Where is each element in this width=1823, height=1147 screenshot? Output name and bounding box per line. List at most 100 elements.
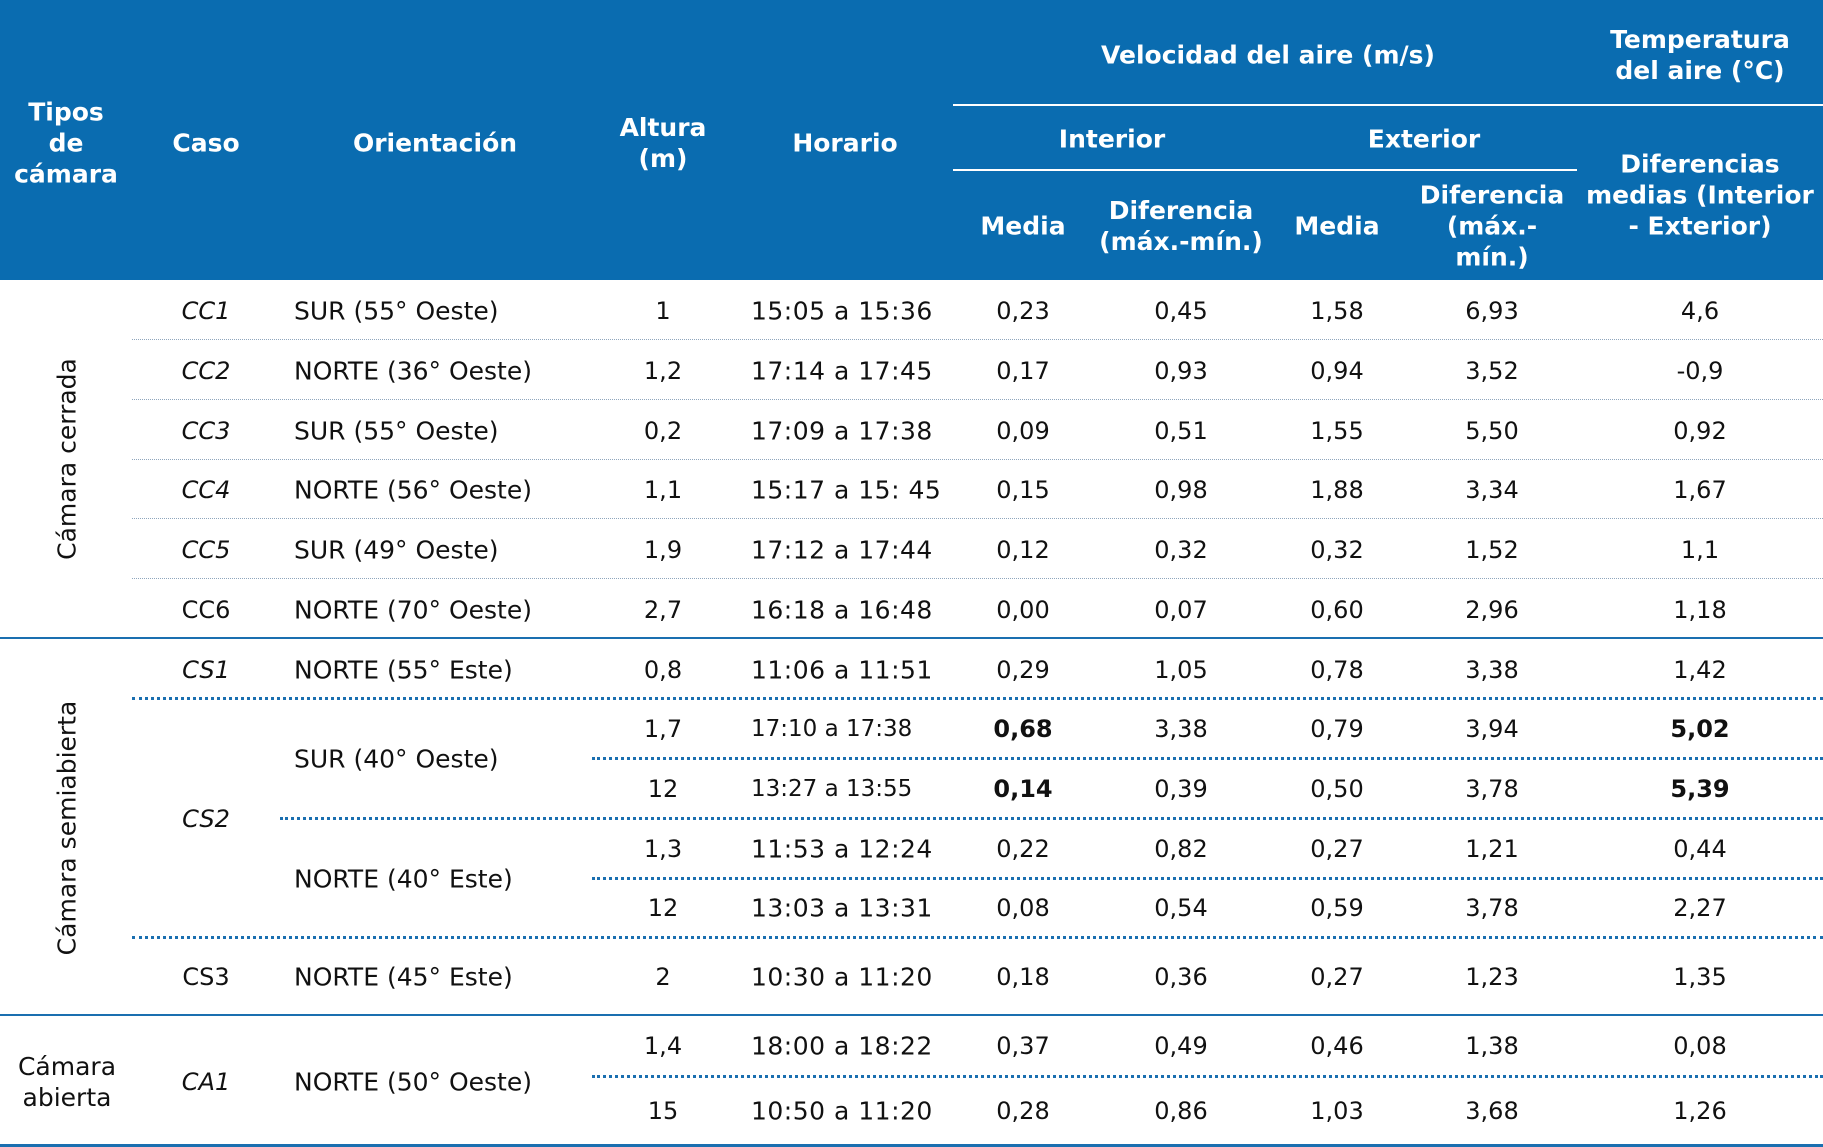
group-camara-semiabierta: Cámara semiabierta: [52, 700, 82, 956]
cell-media-exterior: 1,55: [1310, 417, 1364, 445]
cell-diferencia-exterior: 3,34: [1465, 476, 1519, 504]
cell-media-exterior: 0,59: [1310, 894, 1364, 922]
cell-diferencia-exterior: 3,38: [1465, 656, 1519, 684]
cell-diferencia-exterior: 3,78: [1465, 894, 1519, 922]
cell-media-interior: 0,18: [996, 963, 1050, 991]
cell-diferencia-exterior: 3,52: [1465, 357, 1519, 385]
header-diferencias-temperatura: Diferencias medias (Interior - Exterior): [1586, 149, 1814, 241]
cell-horario: 10:50 a 11:20: [751, 1096, 933, 1126]
cell-orientacion: SUR (55° Oeste): [294, 416, 499, 446]
cell-altura: 1,9: [643, 536, 683, 564]
row-separator: [132, 697, 1823, 700]
table-bottom-rule: [0, 1144, 1823, 1147]
cell-diferencia-interior: 1,05: [1154, 656, 1208, 684]
group-divider: [0, 1014, 1823, 1016]
cell-media-exterior: 1,03: [1310, 1097, 1364, 1125]
cell-caso: CS3: [182, 963, 230, 991]
cell-dif-temperatura: 5,02: [1670, 715, 1730, 743]
cell-orientacion: SUR (55° Oeste): [294, 296, 499, 326]
header-horario: Horario: [792, 128, 898, 158]
header-media-interior: Media: [980, 211, 1066, 241]
cell-media-exterior: 0,27: [1310, 835, 1364, 863]
cell-orientacion: SUR (40° Oeste): [294, 744, 499, 774]
row-separator: [132, 936, 1823, 939]
header-altura: Altura (m): [619, 113, 707, 173]
cell-diferencia-exterior: 1,52: [1465, 536, 1519, 564]
cell-horario: 15:17 a 15: 45: [751, 475, 942, 505]
header-velocidad: Velocidad del aire (m/s): [1101, 40, 1435, 70]
cell-caso: CA1: [181, 1068, 231, 1096]
cell-caso: CC2: [181, 357, 231, 385]
cell-media-exterior: 0,32: [1310, 536, 1364, 564]
cell-media-interior: 0,22: [996, 835, 1050, 863]
cell-caso: CC1: [181, 297, 231, 325]
cell-dif-temperatura: 1,67: [1673, 476, 1727, 504]
group-camara-cerrada: Cámara cerrada: [52, 358, 82, 560]
cell-altura: 1,7: [643, 715, 683, 743]
cell-diferencia-interior: 0,49: [1154, 1032, 1208, 1060]
cell-dif-temperatura: 0,92: [1673, 417, 1727, 445]
header-temperatura: Temperatura del aire (°C): [1610, 25, 1790, 85]
cell-media-exterior: 0,78: [1310, 656, 1364, 684]
cell-diferencia-interior: 0,32: [1154, 536, 1208, 564]
cell-diferencia-exterior: 2,96: [1465, 596, 1519, 624]
header-caso: Caso: [172, 128, 240, 158]
cell-dif-temperatura: 1,26: [1673, 1097, 1727, 1125]
header-orientacion: Orientación: [352, 128, 518, 158]
cell-horario: 18:00 a 18:22: [751, 1031, 933, 1061]
cell-altura: 15: [647, 1097, 679, 1125]
cell-horario: 17:10 a 17:38: [751, 716, 913, 742]
cell-horario: 17:14 a 17:45: [751, 356, 933, 386]
cell-diferencia-interior: 0,54: [1154, 894, 1208, 922]
cell-diferencia-interior: 0,82: [1154, 835, 1208, 863]
cell-orientacion: NORTE (40° Este): [294, 864, 513, 894]
cell-diferencia-interior: 0,51: [1154, 417, 1208, 445]
cell-diferencia-interior: 0,45: [1154, 297, 1208, 325]
cell-horario: 16:18 a 16:48: [751, 595, 933, 625]
cell-caso: CS2: [182, 805, 230, 833]
cell-media-exterior: 0,50: [1310, 775, 1364, 803]
cell-dif-temperatura: 0,08: [1673, 1032, 1727, 1060]
cell-orientacion: NORTE (45° Este): [294, 962, 513, 992]
row-separator: [132, 578, 1823, 579]
row-separator: [280, 817, 1823, 820]
cell-horario: 10:30 a 11:20: [751, 962, 933, 992]
cell-dif-temperatura: 1,35: [1673, 963, 1727, 991]
cell-dif-temperatura: 2,27: [1673, 894, 1727, 922]
cell-dif-temperatura: -0,9: [1676, 357, 1724, 385]
header-exterior: Exterior: [1367, 124, 1481, 154]
cell-horario: 13:03 a 13:31: [751, 893, 933, 923]
cell-dif-temperatura: 1,1: [1680, 536, 1720, 564]
cell-media-interior: 0,14: [993, 775, 1053, 803]
cell-altura: 1: [655, 297, 671, 325]
cell-orientacion: NORTE (70° Oeste): [294, 595, 532, 625]
cell-altura: 1,4: [643, 1032, 683, 1060]
cell-diferencia-interior: 0,36: [1154, 963, 1208, 991]
row-separator: [592, 1075, 1823, 1078]
row-separator: [132, 518, 1823, 519]
cell-altura: 1,1: [643, 476, 683, 504]
header-divider: [953, 169, 1577, 171]
cell-media-exterior: 1,88: [1310, 476, 1364, 504]
cell-horario: 17:12 a 17:44: [751, 535, 933, 565]
cell-diferencia-exterior: 1,21: [1465, 835, 1519, 863]
cell-altura: 12: [647, 775, 679, 803]
cell-media-interior: 0,08: [996, 894, 1050, 922]
cell-altura: 2: [655, 963, 671, 991]
cell-dif-temperatura: 0,44: [1673, 835, 1727, 863]
cell-media-exterior: 0,46: [1310, 1032, 1364, 1060]
cell-dif-temperatura: 5,39: [1670, 775, 1730, 803]
table-header: Tipos de cámara Caso Orientación Altura (m)…: [0, 0, 1823, 280]
cell-diferencia-interior: 3,38: [1154, 715, 1208, 743]
cell-caso: CC5: [181, 536, 231, 564]
group-divider: [0, 637, 1823, 639]
cell-altura: 1,3: [643, 835, 683, 863]
header-diferencia-interior: Diferencia (máx.-mín.): [1099, 196, 1263, 256]
cell-dif-temperatura: 1,42: [1673, 656, 1727, 684]
cell-diferencia-exterior: 3,78: [1465, 775, 1519, 803]
cell-media-interior: 0,17: [996, 357, 1050, 385]
cell-diferencia-exterior: 1,23: [1465, 963, 1519, 991]
cell-media-interior: 0,23: [996, 297, 1050, 325]
cell-media-interior: 0,29: [996, 656, 1050, 684]
row-separator: [592, 757, 1823, 760]
